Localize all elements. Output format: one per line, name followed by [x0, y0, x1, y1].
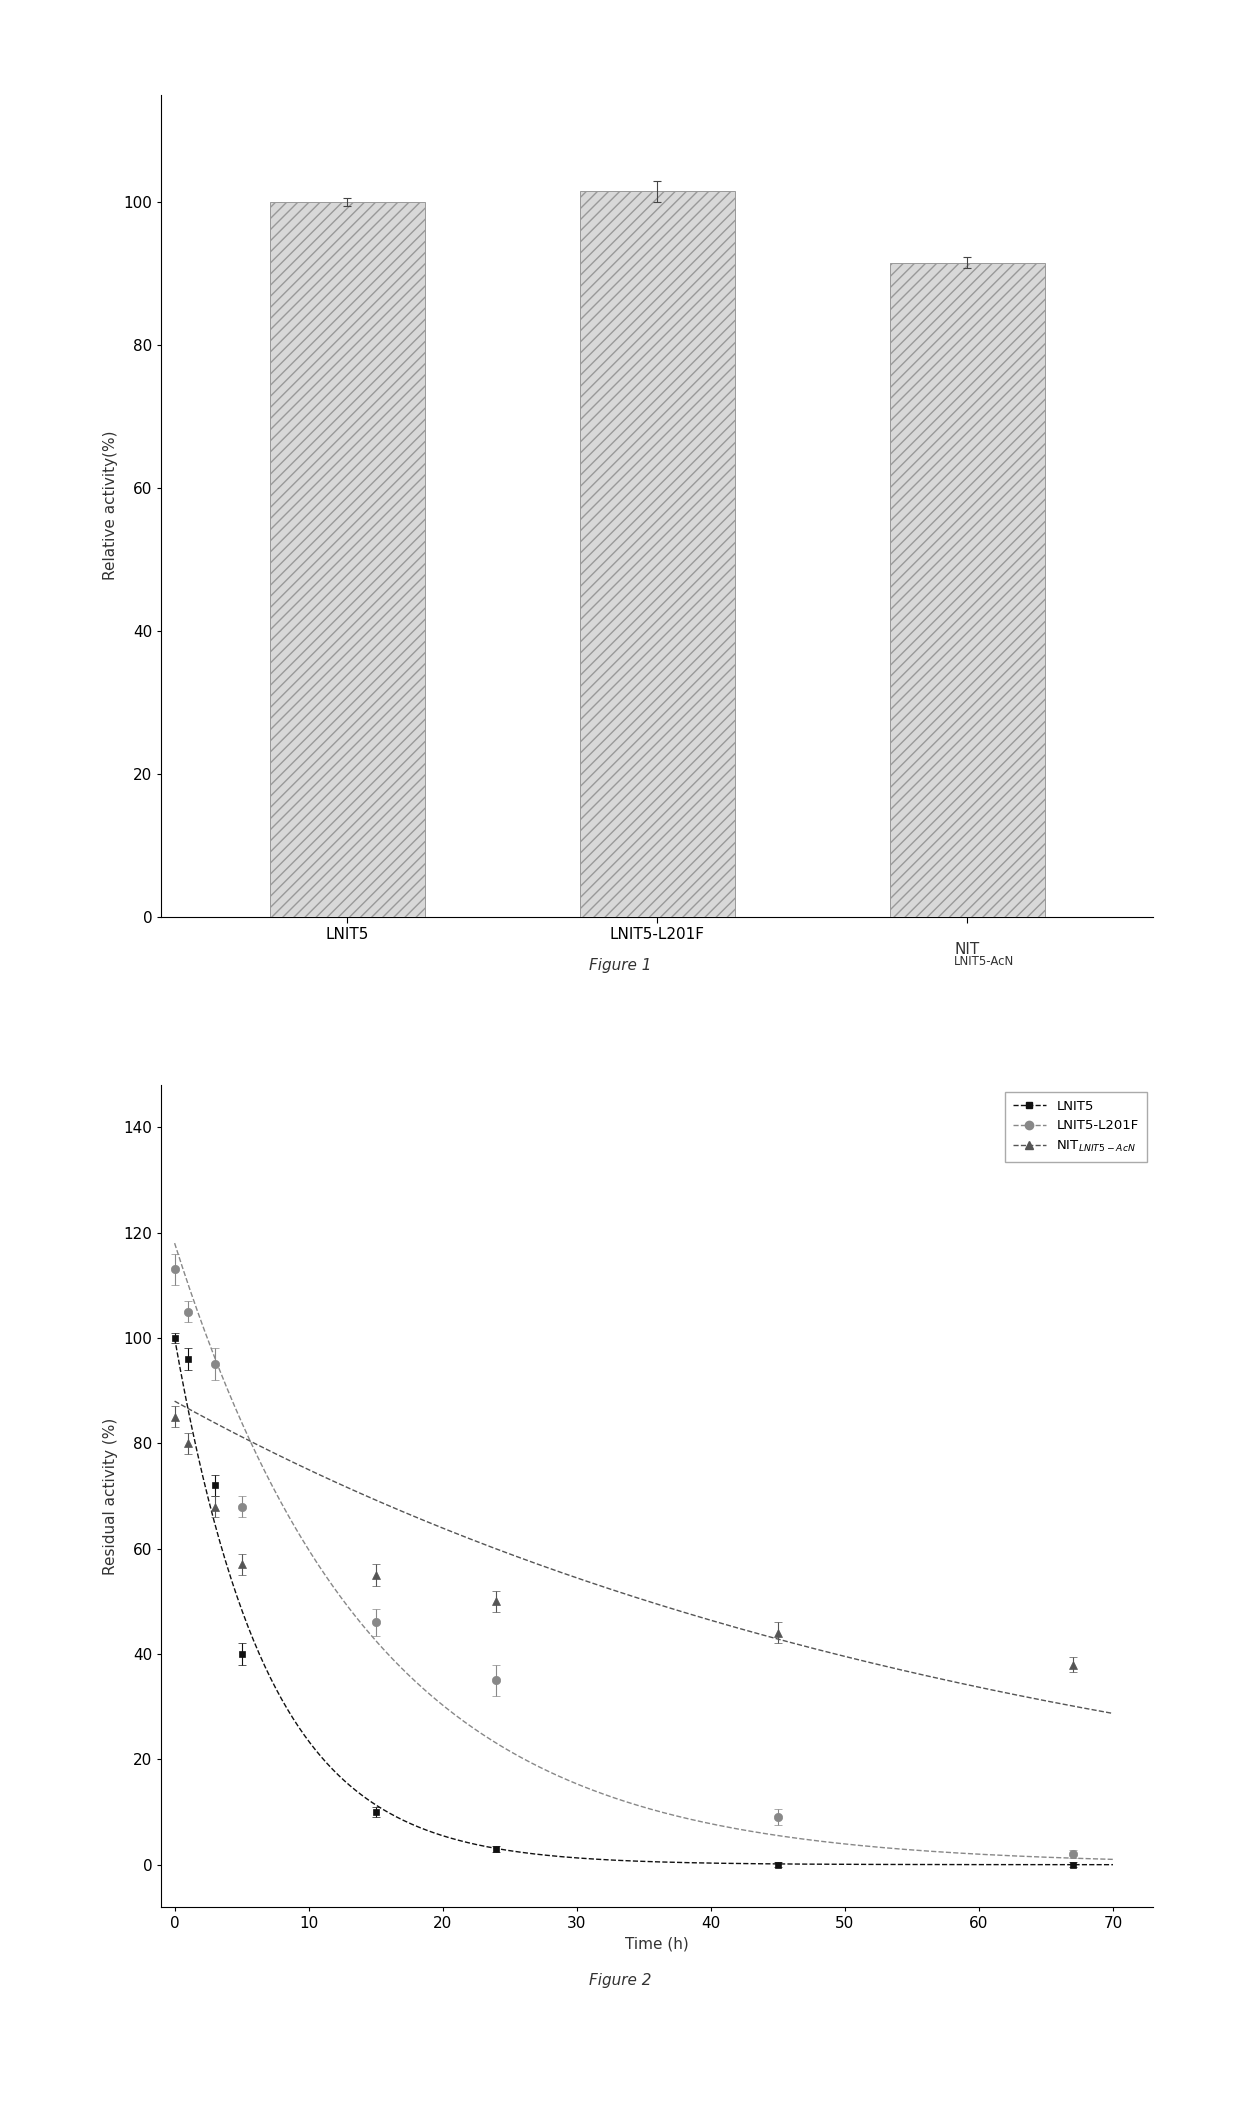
X-axis label: Time (h): Time (h) — [625, 1936, 689, 1951]
Text: Figure 1: Figure 1 — [589, 957, 651, 973]
Bar — [580, 192, 734, 917]
Y-axis label: Relative activity(%): Relative activity(%) — [103, 432, 118, 579]
Y-axis label: Residual activity (%): Residual activity (%) — [103, 1418, 118, 1574]
Legend: LNIT5, LNIT5-L201F, NIT$_{LNIT5-AcN}$: LNIT5, LNIT5-L201F, NIT$_{LNIT5-AcN}$ — [1004, 1091, 1147, 1161]
Text: Figure 2: Figure 2 — [589, 1972, 651, 1989]
Text: LNIT5-AcN: LNIT5-AcN — [954, 954, 1014, 969]
Text: NIT: NIT — [955, 942, 980, 957]
Bar — [890, 263, 1044, 917]
Bar — [270, 202, 424, 917]
